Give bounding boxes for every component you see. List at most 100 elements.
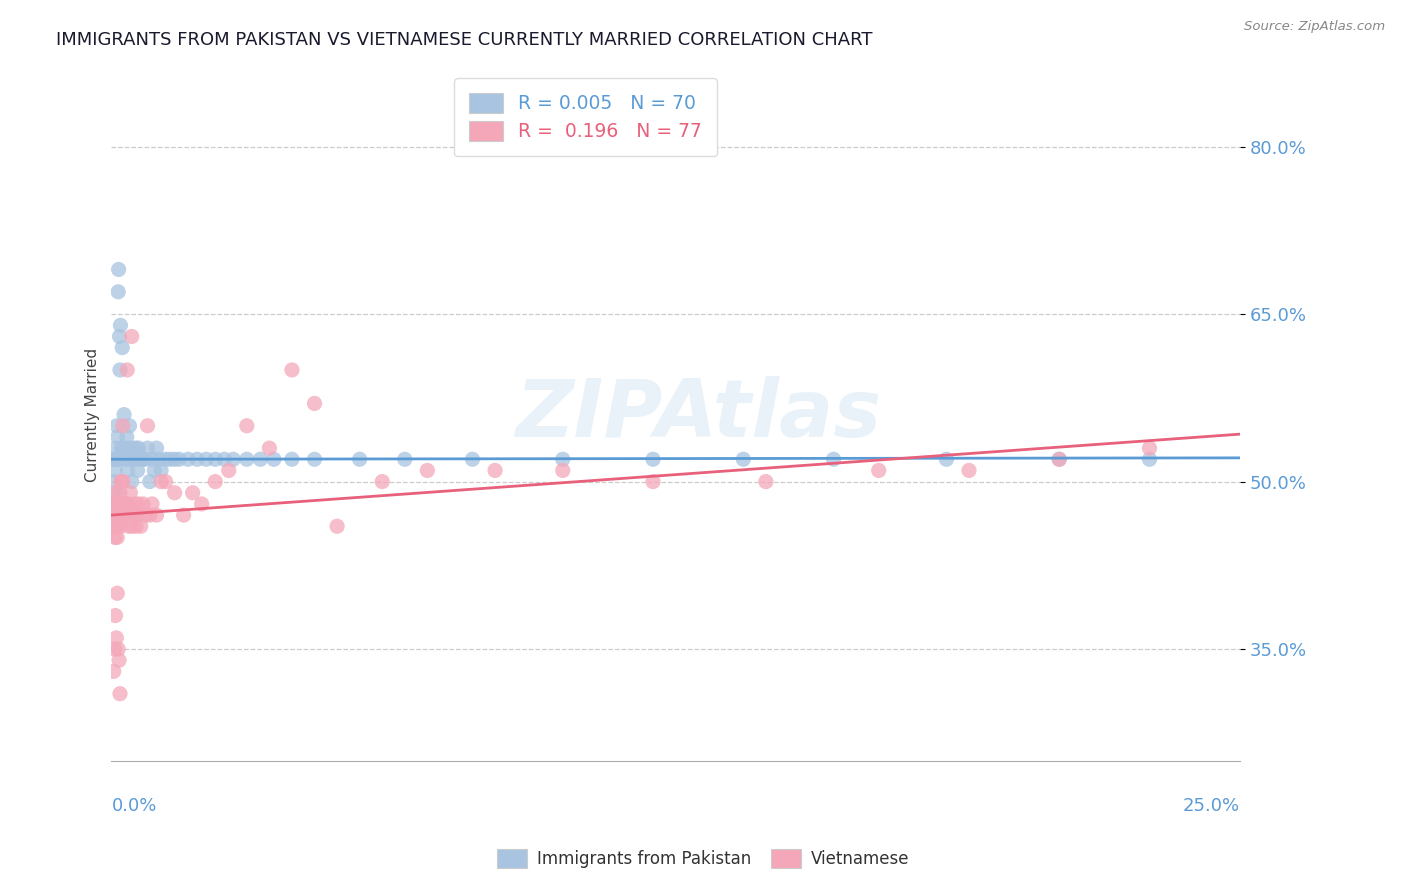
Point — [105, 530, 128, 544]
Point — [190, 497, 212, 511]
Point — [124, 497, 146, 511]
Point — [484, 463, 506, 477]
Point — [134, 508, 156, 522]
Point — [104, 608, 127, 623]
Point — [551, 463, 574, 477]
Point — [103, 485, 125, 500]
Point — [177, 452, 200, 467]
Point — [641, 452, 664, 467]
Point — [114, 441, 136, 455]
Point — [107, 497, 129, 511]
Point — [127, 463, 149, 477]
Point — [115, 508, 138, 522]
Point — [371, 475, 394, 489]
Point — [105, 452, 128, 467]
Point — [103, 452, 125, 467]
Point — [107, 519, 129, 533]
Point — [134, 452, 156, 467]
Point — [112, 475, 135, 489]
Point — [159, 452, 181, 467]
Point — [115, 452, 138, 467]
Point — [136, 441, 159, 455]
Point — [117, 463, 139, 477]
Point — [117, 441, 139, 455]
Point — [121, 329, 143, 343]
Point — [145, 441, 167, 455]
Point — [112, 408, 135, 422]
Point — [132, 497, 155, 511]
Point — [103, 519, 125, 533]
Point — [103, 642, 125, 657]
Point — [105, 586, 128, 600]
Point — [236, 418, 259, 433]
Point — [107, 508, 129, 522]
Point — [148, 452, 170, 467]
Point — [129, 519, 152, 533]
Point — [112, 441, 135, 455]
Point — [105, 519, 128, 533]
Point — [128, 497, 150, 511]
Point — [107, 430, 129, 444]
Point — [868, 463, 890, 477]
Point — [281, 363, 304, 377]
Point — [304, 396, 326, 410]
Point — [755, 475, 778, 489]
Point — [143, 463, 166, 477]
Text: 0.0%: 0.0% — [111, 797, 157, 815]
Point — [108, 508, 131, 522]
Point — [163, 485, 186, 500]
Point — [112, 508, 135, 522]
Point — [141, 497, 163, 511]
Y-axis label: Currently Married: Currently Married — [86, 348, 100, 482]
Point — [118, 508, 141, 522]
Point — [461, 452, 484, 467]
Point — [108, 363, 131, 377]
Legend: R = 0.005   N = 70, R =  0.196   N = 77: R = 0.005 N = 70, R = 0.196 N = 77 — [454, 78, 717, 156]
Point — [1047, 452, 1070, 467]
Point — [121, 519, 143, 533]
Point — [103, 497, 125, 511]
Point — [1139, 452, 1161, 467]
Point — [218, 463, 240, 477]
Point — [132, 452, 155, 467]
Point — [120, 485, 142, 500]
Point — [110, 475, 132, 489]
Point — [114, 497, 136, 511]
Point — [111, 341, 134, 355]
Point — [111, 418, 134, 433]
Point — [104, 497, 127, 511]
Point — [117, 519, 139, 533]
Point — [104, 452, 127, 467]
Point — [125, 441, 148, 455]
Point — [141, 452, 163, 467]
Point — [122, 441, 145, 455]
Point — [1047, 452, 1070, 467]
Point — [108, 485, 131, 500]
Point — [103, 665, 125, 679]
Point — [122, 452, 145, 467]
Point — [139, 475, 162, 489]
Point — [1139, 441, 1161, 455]
Point — [108, 452, 131, 467]
Text: IMMIGRANTS FROM PAKISTAN VS VIETNAMESE CURRENTLY MARRIED CORRELATION CHART: IMMIGRANTS FROM PAKISTAN VS VIETNAMESE C… — [56, 31, 873, 49]
Point — [105, 418, 128, 433]
Point — [110, 318, 132, 333]
Point — [105, 631, 128, 645]
Point — [181, 485, 204, 500]
Point — [117, 497, 139, 511]
Point — [259, 441, 281, 455]
Text: Source: ZipAtlas.com: Source: ZipAtlas.com — [1244, 20, 1385, 33]
Point — [326, 519, 349, 533]
Point — [150, 475, 173, 489]
Point — [108, 508, 131, 522]
Point — [204, 452, 226, 467]
Point — [195, 452, 218, 467]
Point — [957, 463, 980, 477]
Point — [150, 463, 173, 477]
Point — [145, 508, 167, 522]
Point — [935, 452, 957, 467]
Point — [127, 508, 149, 522]
Point — [107, 262, 129, 277]
Point — [107, 642, 129, 657]
Point — [104, 508, 127, 522]
